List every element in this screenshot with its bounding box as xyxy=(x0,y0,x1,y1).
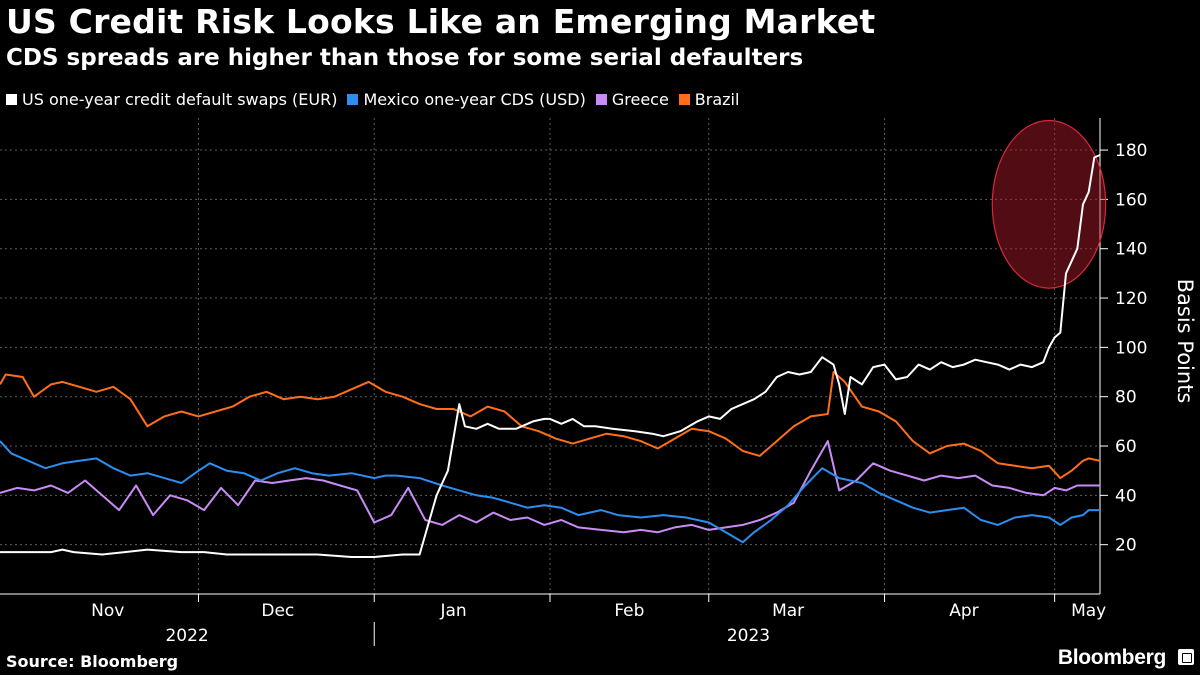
x-tick-label: Mar xyxy=(772,601,804,621)
x-tick-label: Jan xyxy=(439,601,466,621)
highlight-ellipse xyxy=(991,119,1107,289)
bloomberg-logo: Bloomberg xyxy=(1057,646,1166,669)
legend-item-brazil: Brazil xyxy=(678,90,740,109)
y-tick-label: 120 xyxy=(1115,289,1147,309)
legend-label-greece: Greece xyxy=(611,90,669,109)
x-tick-label: Nov xyxy=(91,601,124,621)
source-note: Source: Bloomberg xyxy=(6,652,179,671)
y-axis-title: Basis Points xyxy=(1173,279,1197,404)
bloomberg-terminal-icon xyxy=(1178,649,1194,665)
legend-swatch-us xyxy=(6,94,17,105)
legend: US one-year credit default swaps (EUR) M… xyxy=(6,90,739,109)
legend-swatch-mexico xyxy=(347,94,359,105)
y-tick-label: 80 xyxy=(1115,388,1137,408)
x-year-label: 2022 xyxy=(165,626,208,646)
y-tick-label: 100 xyxy=(1115,338,1147,358)
mexico-series-line xyxy=(0,440,1100,544)
chart-title: US Credit Risk Looks Like an Emerging Ma… xyxy=(6,2,876,41)
legend-item-mexico: Mexico one-year CDS (USD) xyxy=(347,90,586,109)
legend-item-greece: Greece xyxy=(595,90,669,109)
x-tick-label: Apr xyxy=(949,601,978,621)
brazil-series-line xyxy=(0,371,1101,480)
y-tick-label: 160 xyxy=(1115,190,1147,210)
legend-swatch-brazil xyxy=(678,94,690,105)
legend-swatch-greece xyxy=(595,94,607,105)
y-tick-label: 60 xyxy=(1115,437,1137,457)
gridlines xyxy=(0,118,1100,594)
greece-series-line xyxy=(0,440,1100,534)
x-tick-label: Feb xyxy=(614,601,644,621)
y-tick-label: 40 xyxy=(1115,486,1137,506)
y-tick-label: 180 xyxy=(1115,141,1147,161)
legend-label-brazil: Brazil xyxy=(694,90,740,109)
x-year-label: 2023 xyxy=(727,626,770,646)
chart-subtitle: CDS spreads are higher than those for so… xyxy=(6,45,804,71)
legend-item-us: US one-year credit default swaps (EUR) xyxy=(6,90,337,109)
legend-label-mexico: Mexico one-year CDS (USD) xyxy=(363,90,586,109)
legend-label-us: US one-year credit default swaps (EUR) xyxy=(22,90,338,109)
x-tick-label: May xyxy=(1071,601,1106,621)
us-series-line xyxy=(0,154,1101,558)
x-tick-label: Dec xyxy=(261,601,294,621)
y-tick-label: 20 xyxy=(1115,536,1137,556)
y-tick-label: 140 xyxy=(1115,240,1147,260)
